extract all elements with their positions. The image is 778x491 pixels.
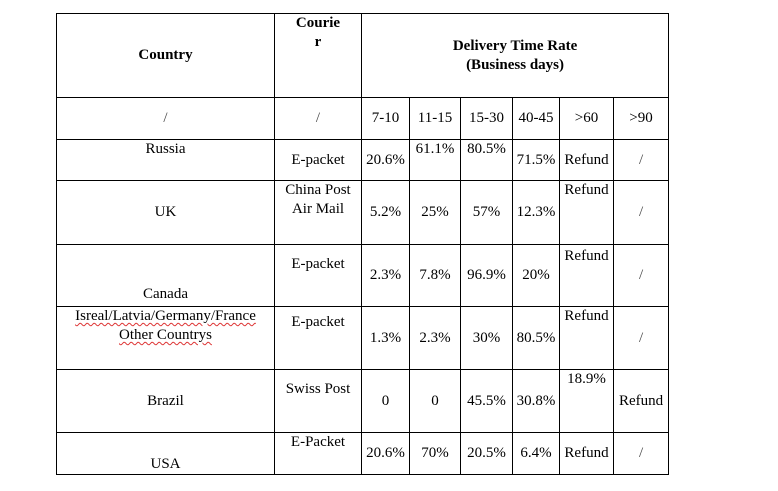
- rate-cell: 1.3%: [361, 306, 410, 370]
- table-row: Russia E-packet 20.6% 61.1% 80.5% 71.5% …: [56, 139, 670, 181]
- rate-cell: 18.9%: [559, 369, 614, 433]
- rate-cell: Refund: [559, 139, 614, 181]
- rate-cell: 6.4%: [512, 432, 560, 475]
- courier-cell: China Post Air Mail: [274, 180, 362, 245]
- table-row: Brazil Swiss Post 0 0 45.5% 30.8% 18.9% …: [56, 369, 670, 433]
- country-cell: Brazil: [56, 369, 275, 433]
- rate-cell: 20.5%: [460, 432, 513, 475]
- rate-cell: 7.8%: [409, 244, 461, 307]
- rate-cell: 5.2%: [361, 180, 410, 245]
- country-cell: UK: [56, 180, 275, 245]
- courier-cell: E-packet: [274, 306, 362, 370]
- range-header: 15-30: [460, 97, 513, 140]
- table-row: Isreal/Latvia/Germany/France Other Count…: [56, 306, 670, 370]
- rate-header: Delivery Time Rate (Business days): [360, 13, 670, 98]
- range-header: 11-15: [409, 97, 461, 140]
- country-extra: Other Countrys: [119, 327, 212, 343]
- rate-cell: 0: [361, 369, 410, 433]
- courier-cell: E-packet: [274, 244, 362, 307]
- country-list: Isreal/Latvia/Germany/France: [75, 308, 256, 324]
- rate-cell: 80.5%: [460, 139, 513, 181]
- rate-cell: 57%: [460, 180, 513, 245]
- header-row: Country Courie r Delivery Time Rate (Bus…: [56, 13, 670, 98]
- rate-cell: 20%: [512, 244, 560, 307]
- table-row: USA E-Packet 20.6% 70% 20.5% 6.4% Refund…: [56, 432, 670, 475]
- subheader-row: / / 7-10 11-15 15-30 40-45 >60 >90: [56, 97, 670, 140]
- range-header: 7-10: [361, 97, 410, 140]
- courier-cell: E-packet: [274, 139, 362, 181]
- table-row: Canada E-packet 2.3% 7.8% 96.9% 20% Refu…: [56, 244, 670, 307]
- rate-cell: 71.5%: [512, 139, 560, 181]
- country-cell: Russia: [56, 139, 275, 181]
- rate-cell: 2.3%: [409, 306, 461, 370]
- country-cell: Canada: [56, 244, 275, 307]
- range-header: >90: [612, 97, 670, 140]
- rate-cell: 20.6%: [361, 139, 410, 181]
- rate-cell: Refund: [559, 306, 614, 370]
- rate-cell: /: [612, 432, 670, 475]
- rate-cell: 25%: [409, 180, 461, 245]
- rate-cell: 70%: [409, 432, 461, 475]
- rate-cell: Refund: [559, 180, 614, 245]
- rate-cell: /: [612, 306, 670, 370]
- rate-cell: 12.3%: [512, 180, 560, 245]
- country-cell: Isreal/Latvia/Germany/France Other Count…: [56, 306, 275, 370]
- delivery-time-table: Country Courie r Delivery Time Rate (Bus…: [56, 13, 670, 475]
- rate-cell: /: [612, 244, 670, 307]
- courier-cell: Swiss Post: [274, 369, 362, 433]
- range-header: 40-45: [512, 97, 560, 140]
- country-cell: USA: [56, 432, 275, 475]
- courier-subheader: /: [274, 97, 362, 140]
- courier-header: Courie r: [274, 13, 362, 98]
- rate-cell: Refund: [559, 432, 614, 475]
- rate-cell: 45.5%: [460, 369, 513, 433]
- rate-cell: 2.3%: [361, 244, 410, 307]
- rate-cell: 96.9%: [460, 244, 513, 307]
- table-row: UK China Post Air Mail 5.2% 25% 57% 12.3…: [56, 180, 670, 245]
- courier-cell: E-Packet: [274, 432, 362, 475]
- rate-cell: 61.1%: [409, 139, 461, 181]
- range-header: >60: [559, 97, 614, 140]
- rate-cell: 20.6%: [361, 432, 410, 475]
- rate-cell: /: [612, 180, 670, 245]
- rate-cell: 80.5%: [512, 306, 560, 370]
- rate-cell: /: [612, 139, 670, 181]
- rate-cell: Refund: [612, 369, 670, 433]
- country-header: Country: [56, 13, 275, 98]
- rate-cell: 30.8%: [512, 369, 560, 433]
- country-subheader: /: [56, 97, 275, 140]
- rate-cell: 30%: [460, 306, 513, 370]
- rate-cell: 0: [409, 369, 461, 433]
- rate-cell: Refund: [559, 244, 614, 307]
